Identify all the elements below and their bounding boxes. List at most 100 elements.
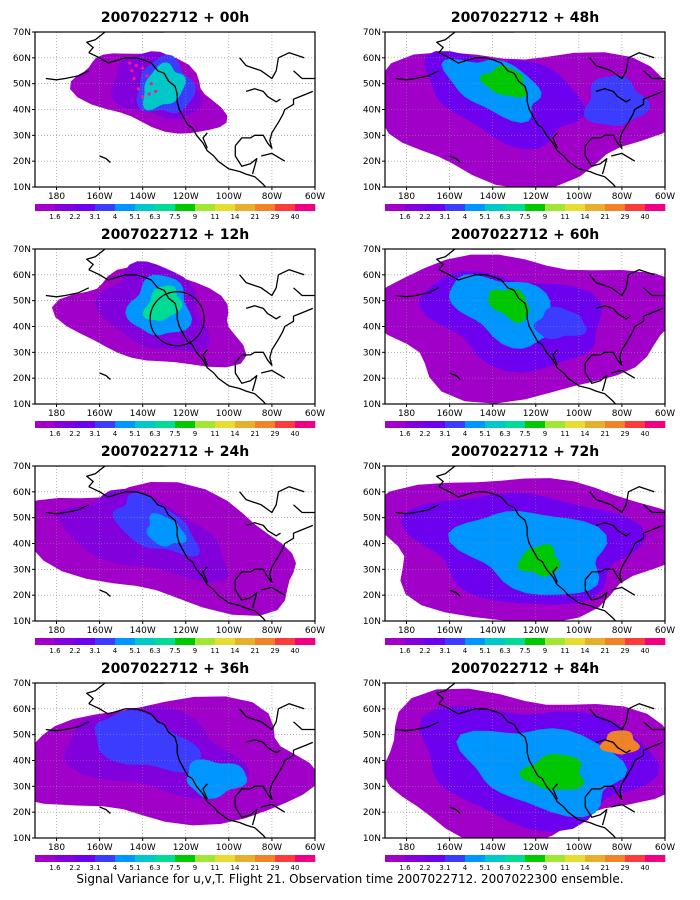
colorbar-swatch	[235, 421, 256, 428]
colorbar-label: 5.1	[479, 647, 490, 655]
colorbar-label: 3.1	[439, 430, 450, 438]
colorbar-label: 21	[601, 430, 610, 438]
coastline	[449, 372, 461, 380]
colorbar-swatch	[425, 204, 446, 211]
colorbar-label: 6.3	[149, 430, 160, 438]
panel-title: 2007022712 + 36h	[101, 661, 249, 677]
colorbar-swatch	[75, 421, 96, 428]
contour-fill	[488, 288, 530, 324]
colorbar-label: 11	[561, 430, 570, 438]
coastline	[234, 524, 314, 583]
coastline	[261, 369, 286, 379]
colorbar-label: 5.1	[129, 213, 140, 221]
colorbar-label: 11	[211, 213, 220, 221]
lon-tick-label: 180	[48, 192, 65, 202]
coastline	[611, 369, 636, 379]
lat-tick-label: 20N	[13, 591, 31, 601]
coastline	[88, 52, 266, 187]
lat-tick-label: 10N	[363, 183, 381, 193]
colorbar-label: 6.3	[149, 213, 160, 221]
colorbar-label: 5.1	[129, 430, 140, 438]
lat-tick-label: 10N	[13, 617, 31, 627]
lon-tick-label: 60W	[655, 843, 675, 853]
lon-tick-label: 80W	[262, 626, 282, 636]
colorbar-swatch	[645, 855, 666, 862]
coastline	[202, 132, 208, 149]
colorbar-label: 40	[291, 647, 300, 655]
lat-tick-label: 70N	[13, 462, 31, 472]
coastline	[239, 486, 305, 514]
colorbar-swatch	[155, 855, 176, 862]
colorbar-swatch	[295, 855, 316, 862]
lat-tick-label: 30N	[13, 782, 31, 792]
colorbar-swatch	[255, 204, 276, 211]
colorbar-swatch	[465, 638, 486, 645]
colorbar-swatch	[115, 421, 136, 428]
coastline	[552, 349, 558, 366]
lon-tick-label: 160W	[87, 192, 113, 202]
lat-tick-label: 20N	[13, 808, 31, 818]
colorbar-swatch	[275, 855, 296, 862]
coastline	[234, 579, 258, 609]
lat-tick-label: 40N	[13, 106, 31, 116]
colorbar-swatch	[195, 638, 216, 645]
colorbar-swatch	[55, 204, 76, 211]
colorbar-swatch	[155, 204, 176, 211]
colorbar-swatch	[505, 421, 526, 428]
colorbar-swatch	[645, 421, 666, 428]
observation-dot	[141, 94, 145, 99]
colorbar-swatch	[135, 855, 156, 862]
colorbar-label: 7.5	[519, 430, 530, 438]
observation-dot	[149, 82, 153, 86]
colorbar-label: 3.1	[89, 864, 100, 872]
variance-field	[35, 466, 315, 621]
colorbar-swatch	[505, 855, 526, 862]
colorbar-label: 21	[251, 213, 260, 221]
coastline	[395, 287, 440, 298]
colorbar-label: 5.1	[479, 213, 490, 221]
colorbar-label: 2.2	[419, 864, 430, 872]
colorbar-label: 7.5	[519, 864, 530, 872]
colorbar-label: 3.1	[89, 213, 100, 221]
coastline	[261, 803, 286, 813]
coastline	[449, 589, 461, 597]
colorbar-label: 5.1	[479, 864, 490, 872]
coastline	[86, 683, 165, 705]
lon-tick-label: 140W	[130, 626, 156, 636]
lat-tick-label: 70N	[13, 679, 31, 689]
colorbar-swatch	[155, 638, 176, 645]
colorbar-swatch	[385, 855, 406, 862]
lat-tick-label: 20N	[363, 374, 381, 384]
lon-tick-label: 160W	[437, 843, 463, 853]
colorbar-label: 5.1	[129, 647, 140, 655]
colorbar-swatch	[235, 855, 256, 862]
lat-tick-label: 60N	[363, 705, 381, 715]
coastline	[395, 504, 440, 515]
coastline	[45, 504, 90, 515]
lon-tick-label: 160W	[87, 626, 113, 636]
lon-tick-label: 60W	[305, 409, 325, 419]
colorbar-swatch	[585, 204, 606, 211]
lon-tick-label: 120W	[173, 626, 199, 636]
colorbar-label: 7.5	[519, 647, 530, 655]
coastline	[234, 796, 258, 826]
colorbar-swatch	[485, 638, 506, 645]
coastline	[552, 132, 558, 149]
coastline	[436, 683, 515, 705]
lat-tick-label: 20N	[363, 157, 381, 167]
colorbar-label: 40	[641, 864, 650, 872]
coastline	[88, 269, 266, 404]
lat-tick-label: 70N	[363, 28, 381, 38]
colorbar-swatch	[645, 638, 666, 645]
colorbar-label: 40	[291, 213, 300, 221]
colorbar-label: 4	[463, 647, 468, 655]
colorbar-swatch	[545, 638, 566, 645]
colorbar-swatch	[425, 421, 446, 428]
colorbar-swatch	[465, 421, 486, 428]
colorbar-label: 9	[543, 213, 547, 221]
lon-tick-label: 120W	[523, 843, 549, 853]
colorbar-swatch	[55, 421, 76, 428]
coastline	[438, 269, 616, 404]
colorbar: 1.6 2.2 3.1 4 5.1 6.3 7.5 9 11 14 21 29 40	[35, 421, 316, 438]
colorbar-label: 2.2	[419, 213, 430, 221]
